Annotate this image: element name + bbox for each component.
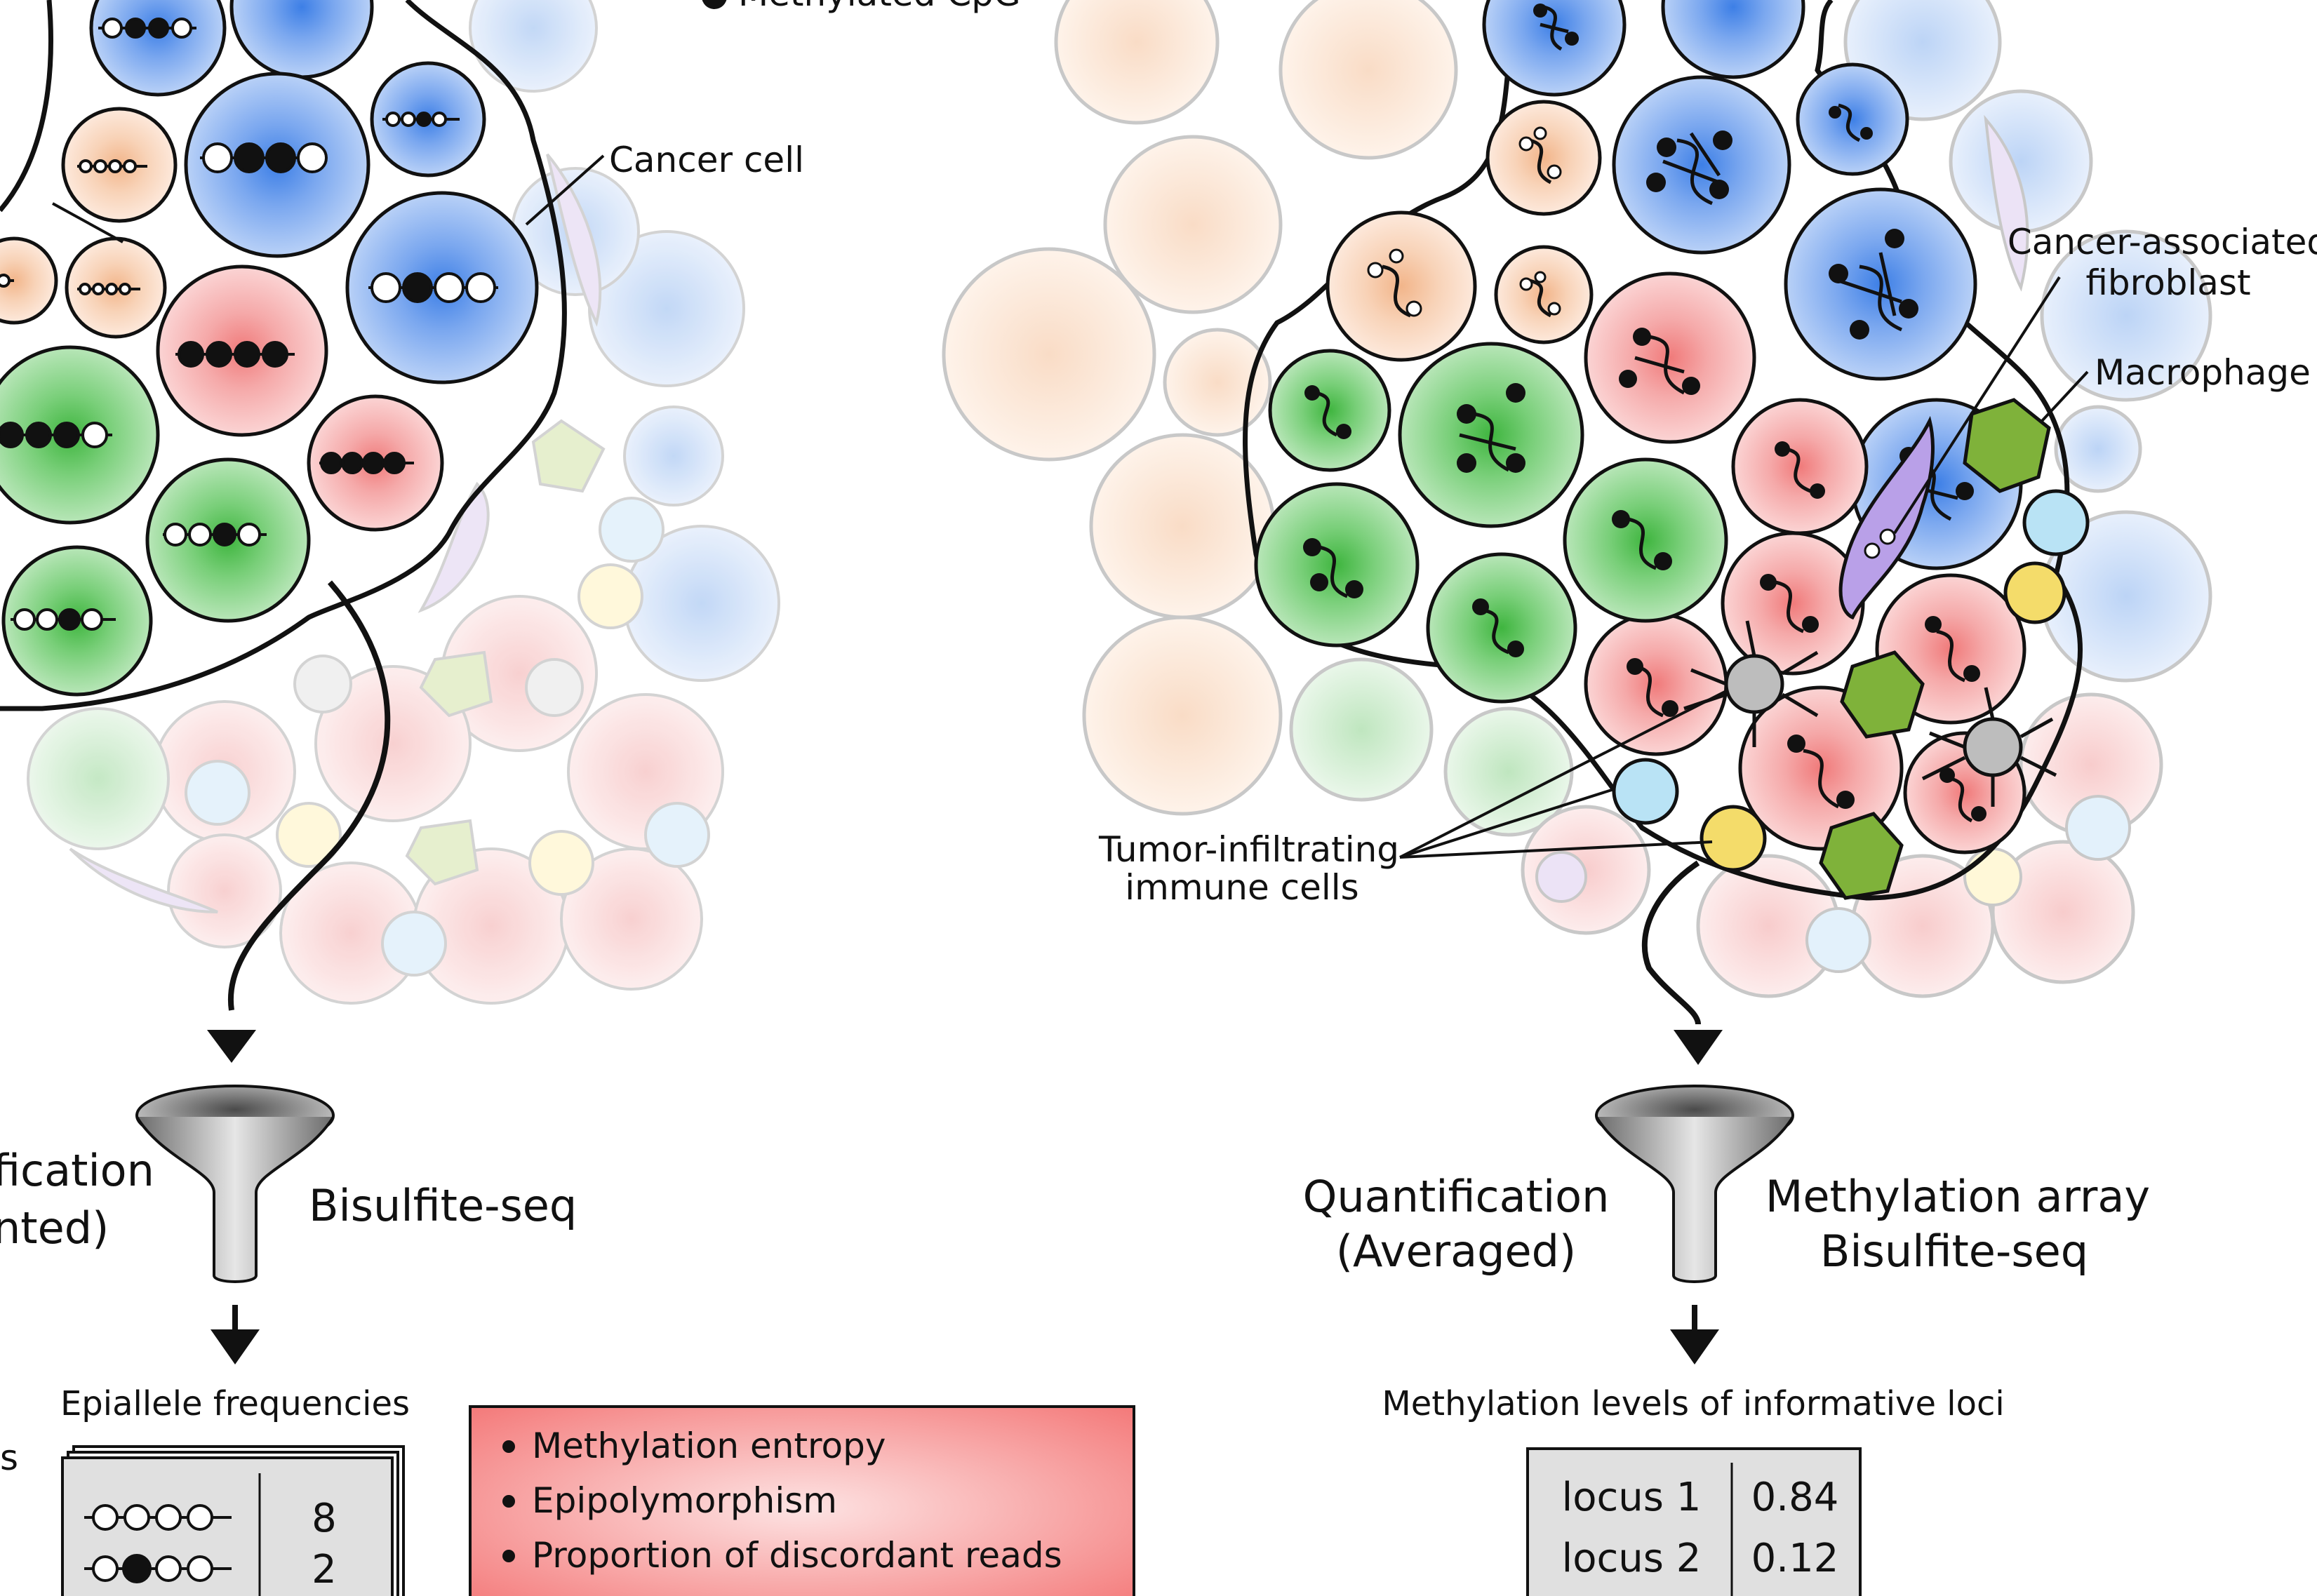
metrics-box: Methylation entropy Epipolymorphism Prop… — [469, 1405, 1135, 1596]
epiallele-row-2-pattern — [84, 1554, 232, 1583]
right-method-line1: Methylation array — [1765, 1171, 2150, 1222]
cancer-cell-leader — [525, 154, 605, 226]
left-tumor-boundary — [0, 0, 567, 711]
left-quantification-line1: fication — [0, 1145, 154, 1196]
legend-methylated-cpg: Methylated CpG — [738, 0, 1021, 14]
methylated-cpg-legend-icon — [702, 0, 727, 9]
left-flow-arrow — [227, 580, 391, 1011]
right-panel: Cancer-associated fibroblast Macrophage … — [942, 0, 2317, 1596]
epiallele-table: 8 2 — [61, 1445, 405, 1596]
left-cancer-cells — [0, 0, 539, 697]
right-quantification-line2: (Averaged) — [1336, 1226, 1576, 1277]
tumor-infiltrating-immune-cells — [1612, 489, 2090, 872]
loci-row-1-value: 0.84 — [1751, 1475, 1839, 1520]
dendritic-processes — [1683, 620, 2057, 807]
metric-item-3: Proportion of discordant reads — [532, 1535, 1062, 1576]
immune-label-line1: Tumor-infiltrating — [1098, 829, 1399, 870]
left-background-cells — [27, 0, 780, 1005]
loci-row-2-name: locus 2 — [1562, 1536, 1702, 1581]
loci-title: Methylation levels of informative loci — [1382, 1384, 2004, 1423]
left-small-arrowhead — [211, 1329, 260, 1364]
right-method-line2: Bisulfite-seq — [1820, 1226, 2088, 1277]
epiallele-row-2-count: 2 — [312, 1547, 337, 1592]
loci-table: locus 1 0.84 locus 2 0.12 — [1526, 1447, 1862, 1596]
loci-row-1-name: locus 1 — [1562, 1475, 1702, 1520]
metric-item-1: Methylation entropy — [532, 1426, 886, 1466]
left-quantification-line2: nted) — [0, 1202, 109, 1254]
macrophage-leader — [2041, 370, 2089, 422]
left-panel: Methylated CpG Cancer cell fication nted… — [0, 0, 1135, 1596]
right-cell-cpg-dots — [1303, 4, 1987, 822]
left-method-label: Bisulfite-seq — [309, 1180, 577, 1231]
left-cell-epialleles — [0, 18, 498, 631]
macrophage-cells — [1819, 398, 2051, 900]
left-leader-line — [52, 202, 123, 243]
epiallele-row-1-pattern — [84, 1504, 232, 1531]
caf-label-line1: Cancer-associated — [2008, 222, 2317, 262]
epiallele-row-1-count: 8 — [312, 1496, 337, 1541]
epiallele-title: Epiallele frequencies — [60, 1384, 410, 1423]
caf-leader — [1893, 276, 2061, 535]
right-background-cells — [942, 0, 2212, 998]
right-cell-dna-patterns — [1315, 5, 1973, 823]
cancer-cell-label: Cancer cell — [609, 140, 804, 180]
loci-row-2-value: 0.12 — [1751, 1536, 1839, 1581]
right-small-arrowhead — [1670, 1329, 1719, 1364]
metric-item-2: Epipolymorphism — [532, 1480, 837, 1521]
right-flow-arrowhead — [1674, 1030, 1723, 1065]
right-flow-arrow — [1641, 860, 1701, 1025]
caf-label-line2: fibroblast — [2085, 262, 2250, 303]
macrophage-label: Macrophage — [2095, 352, 2311, 393]
right-quantification-line1: Quantification — [1303, 1171, 1610, 1222]
right-cell-open-cpg — [1367, 126, 1562, 317]
left-funnel-icon — [135, 1085, 335, 1283]
left-flow-arrowhead — [207, 1030, 256, 1063]
right-funnel-icon — [1595, 1085, 1794, 1283]
immune-label-line2: immune cells — [1125, 867, 1358, 908]
immune-leaders — [1399, 690, 1727, 859]
side-label-partial: s — [0, 1437, 18, 1478]
